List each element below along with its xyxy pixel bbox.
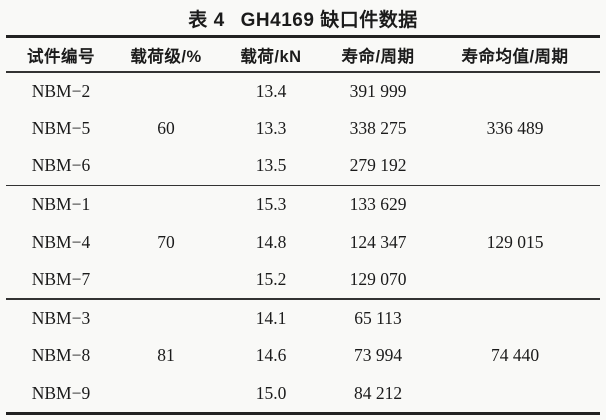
life-value: 338 275 xyxy=(349,118,407,139)
load-value: 13.5 xyxy=(255,155,287,176)
table-group-level-70: NBM−1 NBM−4 NBM−7 70 15.3 14.8 15.2 133 … xyxy=(6,186,600,298)
load-value: 14.1 xyxy=(255,308,287,329)
header-divider-rule xyxy=(6,71,600,73)
load-value: 14.8 xyxy=(255,231,287,252)
table-bottom-rule xyxy=(6,412,600,416)
load-level-value: 60 xyxy=(157,118,175,139)
col-header-load-kn: 载荷/kN xyxy=(240,47,302,66)
col-header-specimen-id: 试件编号 xyxy=(27,47,95,66)
mean-life-value: 336 489 xyxy=(486,118,544,139)
load-value: 14.6 xyxy=(255,345,287,366)
specimen-id: NBM−8 xyxy=(31,345,91,366)
table-caption: 表 4 GH4169 缺口件数据 xyxy=(6,2,600,35)
life-value: 73 994 xyxy=(353,345,403,366)
life-value: 124 347 xyxy=(349,231,407,252)
life-value: 129 070 xyxy=(349,269,407,290)
load-value: 13.3 xyxy=(255,118,287,139)
mean-life-value: 74 440 xyxy=(490,345,540,366)
table-top-rule xyxy=(6,35,600,38)
specimen-id: NBM−1 xyxy=(31,194,91,215)
specimen-id: NBM−7 xyxy=(31,269,91,290)
table-header-row: 试件编号 载荷级/% 载荷/kN 寿命/周期 寿命均值/周期 xyxy=(6,38,600,71)
group-divider-rule xyxy=(6,184,600,187)
load-value: 13.4 xyxy=(255,80,287,101)
specimen-id: NBM−9 xyxy=(31,382,91,403)
load-level-value: 70 xyxy=(157,231,175,252)
table-group-level-60: NBM−2 NBM−5 NBM−6 60 13.4 13.3 13.5 391 … xyxy=(6,73,600,185)
load-value: 15.0 xyxy=(255,382,287,403)
col-header-life-cycles: 寿命/周期 xyxy=(341,47,415,66)
load-value: 15.3 xyxy=(255,194,287,215)
col-header-mean-life-cycles: 寿命均值/周期 xyxy=(461,47,569,66)
mean-life-value: 129 015 xyxy=(486,231,544,252)
col-header-load-level: 载荷级/% xyxy=(130,47,202,66)
life-value: 279 192 xyxy=(349,155,407,176)
specimen-id: NBM−6 xyxy=(31,155,91,176)
load-level-value: 81 xyxy=(157,345,175,366)
group-divider-rule xyxy=(6,298,600,300)
life-value: 391 999 xyxy=(349,80,407,101)
table-group-level-81: NBM−3 NBM−8 NBM−9 81 14.1 14.6 15.0 65 1… xyxy=(6,300,600,412)
specimen-id: NBM−3 xyxy=(31,308,91,329)
specimen-id: NBM−4 xyxy=(31,231,91,252)
load-value: 15.2 xyxy=(255,269,287,290)
specimen-id: NBM−2 xyxy=(31,80,91,101)
life-value: 133 629 xyxy=(349,194,407,215)
table-caption-label: 表 4 xyxy=(188,10,225,31)
table-caption-title: GH4169 缺口件数据 xyxy=(240,10,418,31)
specimen-id: NBM−5 xyxy=(31,118,91,139)
life-value: 65 113 xyxy=(354,308,402,329)
life-value: 84 212 xyxy=(353,382,403,403)
